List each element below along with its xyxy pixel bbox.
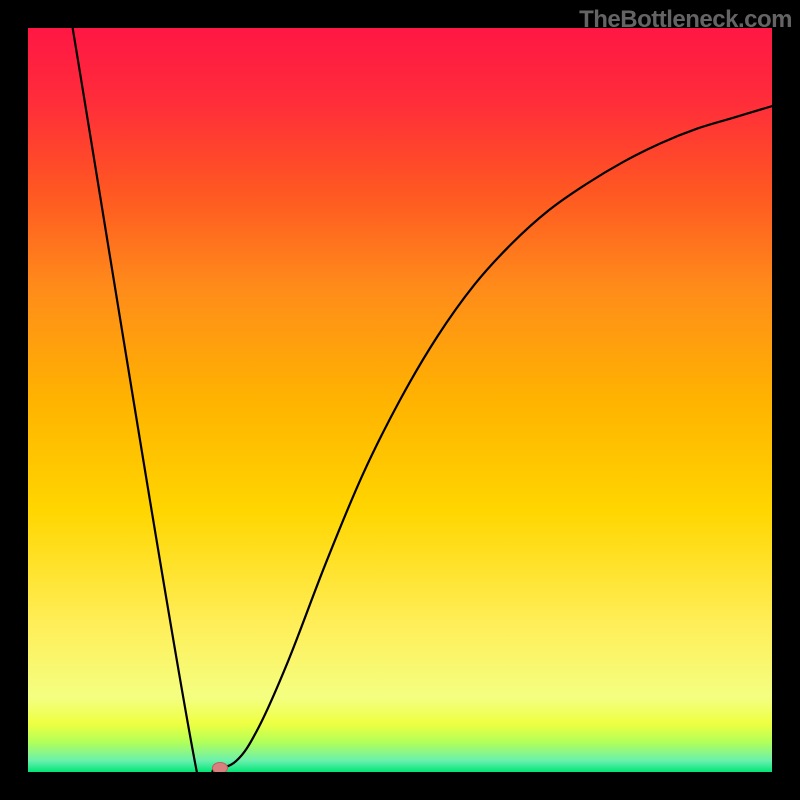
watermark-text: TheBottleneck.com [579, 6, 792, 34]
optimal-point-marker [212, 762, 228, 772]
plot-area [28, 28, 772, 772]
bottleneck-curve [28, 28, 772, 772]
curve-path [73, 28, 772, 772]
chart-container: { "watermark": { "text": "TheBottleneck.… [0, 0, 800, 800]
